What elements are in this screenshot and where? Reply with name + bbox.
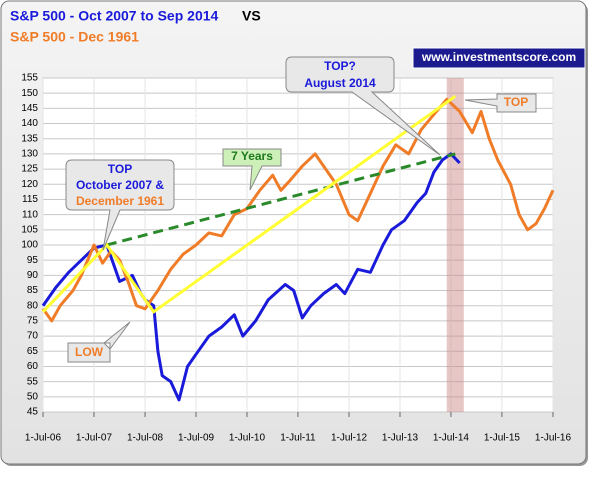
x-tick-label: 1-Jul-07: [76, 433, 113, 444]
x-tick-label: 1-Jul-06: [25, 433, 62, 444]
title: S&P 500 - Oct 2007 to Sep 2014: [10, 8, 219, 24]
grid: [42, 77, 554, 413]
x-tick-label: 1-Jul-14: [433, 433, 470, 444]
banner: www.investmentscore.com: [421, 50, 576, 64]
trend-line: [41, 94, 457, 314]
y-tick-label: 145: [21, 103, 38, 114]
y-tick-label: 60: [27, 361, 39, 372]
marks: [41, 78, 555, 412]
x-tick-label: 1-Jul-08: [127, 433, 164, 444]
x-tick-label: 1-Jul-16: [535, 433, 572, 444]
y-tick-label: 115: [22, 194, 38, 205]
y-tick-label: 150: [21, 88, 38, 99]
copyright: © 2014 Investment Score Inc.: [68, 108, 234, 122]
y-tick-label: 140: [21, 118, 38, 129]
y-tick-label: 95: [27, 255, 39, 266]
title-suffix: VS: [242, 8, 261, 24]
y-tick-label: 100: [21, 240, 38, 251]
callout-box: [222, 148, 282, 191]
y-tick-label: 65: [27, 346, 39, 357]
annotation: TOP: [504, 95, 528, 109]
annotation: August 2014: [304, 76, 376, 90]
y-tick-label: 155: [21, 73, 38, 84]
y-tick-label: 55: [27, 376, 39, 387]
y-tick-label: 130: [21, 149, 38, 160]
annotation: TOP: [108, 162, 132, 176]
annotation: October 2007 &: [76, 178, 164, 192]
y-tick-label: 80: [27, 300, 39, 311]
x-tick-label: 1-Jul-10: [229, 433, 266, 444]
y-tick-label: 135: [21, 133, 38, 144]
y-tick-label: 90: [27, 270, 39, 281]
callout-box: [67, 321, 131, 363]
trend-line: [106, 152, 456, 247]
y-tick-label: 105: [21, 224, 38, 235]
annotation: December 1961: [76, 194, 164, 208]
annotation: 7 Years: [231, 149, 273, 163]
highlight-band: [446, 78, 464, 412]
x-tick-label: 1-Jul-11: [280, 433, 316, 444]
y-tick-label: 45: [27, 407, 39, 418]
x-tick-label: 1-Jul-09: [178, 433, 215, 444]
y-tick-label: 125: [21, 164, 38, 175]
y-tick-label: 70: [27, 331, 39, 342]
callout-box: [65, 159, 175, 251]
callout-box: [285, 56, 441, 156]
annotation: LOW: [75, 345, 104, 359]
banner-box: [412, 47, 586, 69]
x-tick-label: 1-Jul-13: [382, 433, 419, 444]
y-tick-label: 85: [27, 285, 39, 296]
x-tick-label: 1-Jul-12: [331, 433, 368, 444]
subtitle: S&P 500 - Dec 1961: [10, 29, 139, 45]
y-tick-label: 50: [27, 391, 39, 402]
y-tick-label: 75: [27, 316, 39, 327]
y-tick-label: 120: [21, 179, 38, 190]
y-tick-label: 110: [22, 209, 38, 220]
annotation: TOP?: [324, 59, 356, 73]
callout-box: [464, 93, 537, 113]
x-tick-label: 1-Jul-15: [484, 433, 521, 444]
